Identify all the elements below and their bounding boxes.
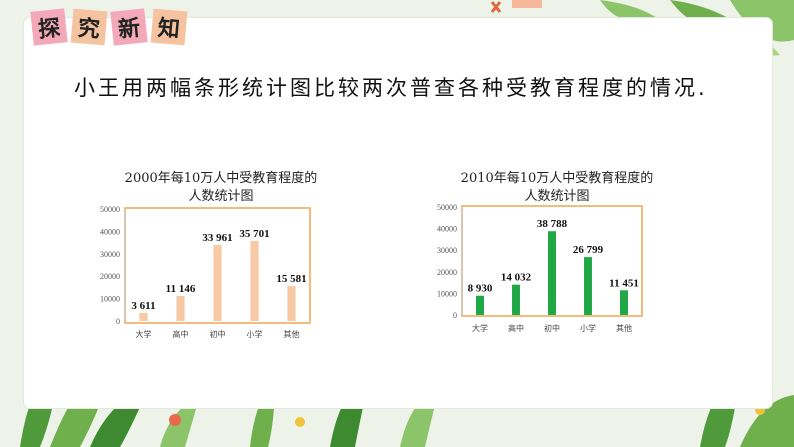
chart-2010-subtitle: 人数统计图 — [524, 189, 590, 204]
data-label: 3 611 — [131, 300, 155, 312]
chart-2010-title-block: 2010年每10万人中受教育程度的 人数统计图 — [432, 170, 682, 206]
y-tick-label: 30000 — [437, 246, 457, 255]
section-tag-char: 新 — [110, 8, 148, 46]
x-tick-label: 初中 — [544, 323, 560, 333]
bar — [620, 290, 628, 315]
x-tick-label: 高中 — [508, 323, 524, 333]
page-heading: 小王用两幅条形统计图比较两次普查各种受教育程度的情况. — [74, 76, 708, 100]
bar — [139, 312, 148, 321]
y-tick-label: 20000 — [437, 268, 457, 277]
y-tick-label: 50000 — [100, 205, 120, 214]
chart-2010: 0 10000 20000 30000 40000 50000 8 930 大学 14 032 高… — [437, 203, 643, 333]
bar — [213, 244, 222, 321]
x-tick-label: 其他 — [616, 323, 632, 333]
x-tick-label: 初中 — [210, 329, 226, 339]
chart-2000: 0 10000 20000 30000 40000 50000 3 611 大学 11 146 高… — [100, 205, 311, 339]
chart-2000-title-block: 2000年每10万人中受教育程度的 人数统计图 — [96, 170, 346, 206]
data-label: 35 701 — [239, 228, 269, 240]
chart-2000-subtitle: 人数统计图 — [188, 189, 254, 204]
data-label: 26 799 — [573, 244, 604, 256]
y-tick-label: 10000 — [437, 289, 457, 298]
y-tick-label: 30000 — [100, 250, 120, 259]
y-tick-label: 40000 — [437, 225, 457, 234]
x-tick-label: 高中 — [173, 329, 189, 339]
bar — [176, 296, 185, 321]
x-tick-label: 小学 — [247, 329, 263, 339]
bar — [548, 231, 556, 315]
y-tick-label: 0 — [453, 311, 457, 320]
data-label: 8 930 — [468, 283, 493, 295]
section-tag-char: 知 — [150, 8, 188, 46]
decorative-marks-icon — [490, 0, 542, 13]
chart-2000-title: 2000年每10万人中受教育程度的 — [124, 171, 318, 186]
data-label: 15 581 — [276, 273, 306, 285]
y-tick-label: 40000 — [100, 227, 120, 236]
data-label: 38 788 — [537, 218, 568, 230]
x-tick-label: 小学 — [580, 323, 596, 333]
section-tag-char: 探 — [30, 8, 68, 46]
y-tick-label: 50000 — [437, 203, 457, 212]
y-tick-label: 20000 — [100, 272, 120, 281]
bar — [476, 295, 484, 315]
section-tag: 探 究 新 知 — [30, 8, 188, 46]
y-tick-label: 0 — [116, 317, 120, 326]
bar — [287, 286, 296, 321]
x-tick-label: 其他 — [284, 329, 300, 339]
data-label: 11 146 — [166, 283, 196, 295]
bar — [512, 284, 520, 315]
bar — [250, 241, 259, 321]
data-label: 33 961 — [202, 232, 232, 244]
bar — [584, 257, 592, 315]
chart-2010-title: 2010年每10万人中受教育程度的 — [460, 171, 654, 186]
y-tick-label: 10000 — [100, 295, 120, 304]
data-label: 11 451 — [609, 277, 639, 289]
x-tick-label: 大学 — [472, 323, 488, 333]
section-tag-char: 究 — [70, 8, 108, 46]
x-tick-label: 大学 — [136, 329, 152, 339]
data-label: 14 032 — [501, 272, 532, 284]
